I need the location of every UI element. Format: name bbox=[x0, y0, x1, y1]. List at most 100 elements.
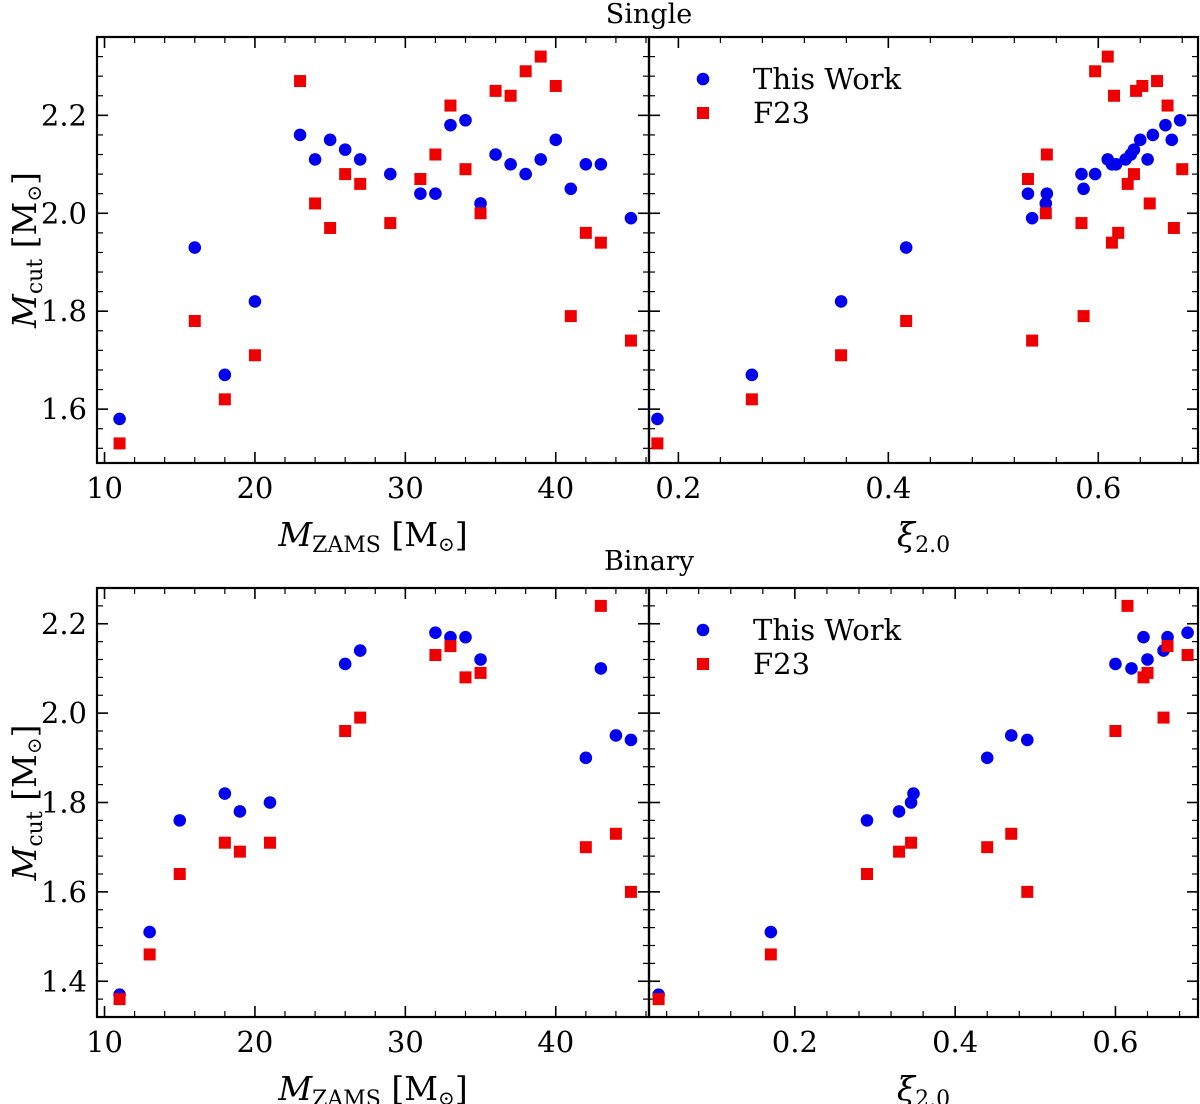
point-this-work bbox=[414, 187, 427, 200]
point-this-work bbox=[218, 368, 232, 382]
point-f23 bbox=[504, 89, 517, 102]
point-f23 bbox=[384, 217, 397, 230]
legend-marker-f23 bbox=[697, 107, 709, 119]
point-this-work bbox=[1109, 158, 1123, 171]
point-f23 bbox=[905, 836, 918, 849]
point-f23 bbox=[579, 226, 592, 239]
x-tick-label: 0.4 bbox=[865, 471, 911, 505]
point-f23 bbox=[1161, 99, 1174, 112]
point-this-work bbox=[429, 187, 442, 200]
point-this-work bbox=[1025, 211, 1039, 225]
point-this-work bbox=[549, 133, 563, 147]
y-tick-label: 2.0 bbox=[41, 196, 87, 230]
point-f23 bbox=[1089, 65, 1102, 78]
y-tick-label: 2.2 bbox=[41, 607, 87, 641]
axes-frame bbox=[95, 35, 651, 465]
point-f23 bbox=[188, 315, 201, 327]
point-this-work bbox=[1125, 662, 1138, 675]
point-this-work bbox=[248, 295, 262, 308]
point-this-work bbox=[218, 787, 232, 800]
axes-frame bbox=[647, 586, 1200, 1019]
point-this-work bbox=[1141, 153, 1154, 166]
point-f23 bbox=[1121, 177, 1134, 190]
point-f23 bbox=[354, 177, 367, 190]
point-this-work bbox=[594, 662, 608, 675]
y-tick-label: 2.0 bbox=[41, 696, 87, 730]
point-this-work bbox=[113, 412, 126, 426]
axes-frame bbox=[95, 586, 651, 1019]
x-axis-label: ξ2.0 bbox=[897, 1069, 950, 1104]
point-this-work bbox=[1181, 626, 1194, 639]
point-this-work bbox=[459, 630, 472, 644]
point-this-work bbox=[564, 182, 578, 196]
point-f23 bbox=[429, 649, 442, 662]
x-tick-label: 0.2 bbox=[655, 471, 701, 505]
point-f23 bbox=[474, 207, 487, 220]
point-f23 bbox=[1167, 221, 1180, 234]
point-f23 bbox=[981, 841, 994, 854]
point-f23 bbox=[860, 868, 873, 880]
legend-label-this-work: This Work bbox=[753, 613, 902, 647]
point-f23 bbox=[594, 236, 607, 249]
point-this-work bbox=[1173, 113, 1187, 127]
point-this-work bbox=[143, 925, 156, 939]
point-f23 bbox=[745, 393, 758, 406]
point-f23 bbox=[218, 393, 231, 406]
point-this-work bbox=[1146, 128, 1160, 142]
point-f23 bbox=[1136, 79, 1149, 92]
legend-label-f23: F23 bbox=[753, 647, 810, 681]
series-this-work bbox=[651, 113, 1187, 426]
point-this-work bbox=[308, 153, 322, 166]
point-f23 bbox=[459, 163, 472, 176]
x-tick-label: 10 bbox=[86, 1025, 123, 1059]
point-this-work bbox=[579, 158, 593, 171]
point-this-work bbox=[323, 133, 337, 147]
series-this-work bbox=[113, 113, 638, 426]
point-f23 bbox=[1105, 236, 1118, 249]
x-tick-label: 40 bbox=[537, 1025, 574, 1059]
point-f23 bbox=[900, 315, 913, 327]
point-f23 bbox=[1176, 163, 1189, 176]
point-this-work bbox=[907, 787, 920, 800]
point-this-work bbox=[474, 653, 487, 666]
point-this-work bbox=[489, 148, 502, 161]
y-tick-label: 2.2 bbox=[41, 98, 87, 132]
point-f23 bbox=[1112, 226, 1125, 239]
point-f23 bbox=[444, 640, 457, 653]
series-f23 bbox=[113, 599, 637, 1006]
point-this-work bbox=[579, 751, 593, 765]
y-tick-label: 1.8 bbox=[41, 294, 87, 328]
point-this-work bbox=[892, 805, 906, 818]
point-f23 bbox=[1005, 827, 1018, 840]
point-f23 bbox=[1040, 148, 1053, 161]
point-this-work bbox=[745, 368, 759, 382]
series-f23 bbox=[652, 599, 1194, 1006]
y-tick-label: 1.6 bbox=[41, 875, 87, 909]
point-f23 bbox=[324, 221, 337, 234]
point-this-work bbox=[1075, 167, 1088, 181]
point-f23 bbox=[173, 868, 186, 880]
y-axis-label: Mcut [M⊙] bbox=[5, 172, 48, 329]
point-f23 bbox=[579, 841, 592, 854]
point-f23 bbox=[764, 948, 777, 961]
point-f23 bbox=[1021, 885, 1034, 898]
point-f23 bbox=[1075, 217, 1088, 230]
point-f23 bbox=[624, 334, 637, 347]
point-this-work bbox=[504, 158, 517, 171]
point-f23 bbox=[1021, 173, 1034, 185]
point-this-work bbox=[1040, 187, 1054, 200]
point-this-work bbox=[188, 241, 202, 254]
point-this-work bbox=[834, 295, 848, 308]
point-f23 bbox=[113, 437, 126, 450]
point-this-work bbox=[459, 113, 472, 127]
point-f23 bbox=[1077, 310, 1090, 323]
point-this-work bbox=[429, 626, 442, 639]
point-f23 bbox=[1101, 50, 1114, 63]
x-tick-label: 10 bbox=[86, 471, 123, 505]
y-tick-label: 1.8 bbox=[41, 786, 87, 820]
point-f23 bbox=[489, 84, 502, 97]
point-this-work bbox=[594, 158, 608, 171]
x-tick-label: 30 bbox=[387, 471, 424, 505]
point-this-work bbox=[519, 167, 532, 181]
